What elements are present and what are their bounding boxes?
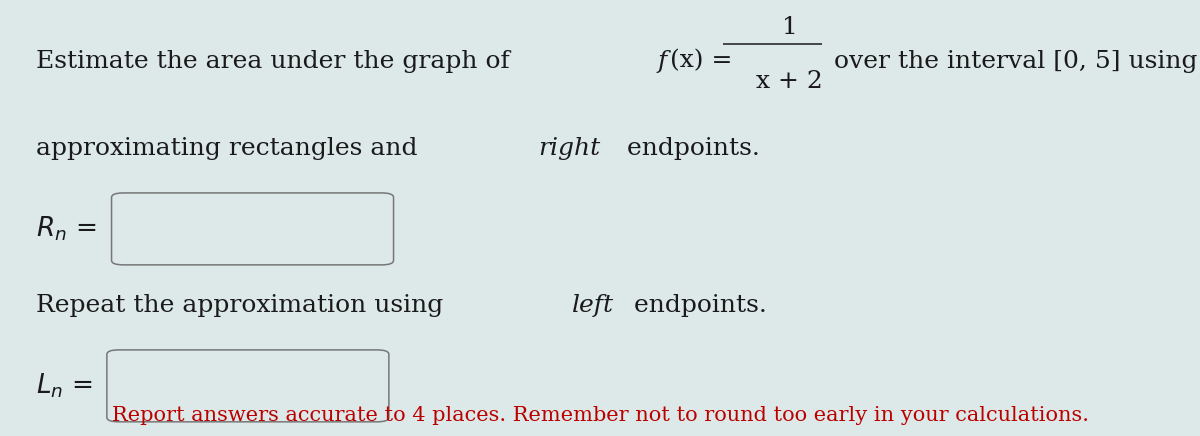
Text: (x) =: (x) = — [670, 50, 732, 72]
Text: over the interval [0, 5] using eight: over the interval [0, 5] using eight — [834, 50, 1200, 72]
Text: approximating rectangles and: approximating rectangles and — [36, 137, 426, 160]
Text: endpoints.: endpoints. — [626, 294, 767, 317]
Text: right: right — [539, 137, 601, 160]
Text: 1: 1 — [781, 16, 798, 39]
Text: x + 2: x + 2 — [756, 70, 823, 93]
Text: endpoints.: endpoints. — [619, 137, 760, 160]
FancyBboxPatch shape — [112, 193, 394, 265]
Text: Repeat the approximation using: Repeat the approximation using — [36, 294, 451, 317]
Text: Report answers accurate to 4 places. Remember not to round too early in your cal: Report answers accurate to 4 places. Rem… — [112, 406, 1088, 425]
Text: $R_n$ =: $R_n$ = — [36, 215, 96, 243]
Text: left: left — [572, 294, 614, 317]
Text: $L_n$ =: $L_n$ = — [36, 371, 92, 400]
Text: f: f — [658, 50, 667, 72]
Text: Estimate the area under the graph of: Estimate the area under the graph of — [36, 50, 517, 72]
FancyBboxPatch shape — [107, 350, 389, 422]
